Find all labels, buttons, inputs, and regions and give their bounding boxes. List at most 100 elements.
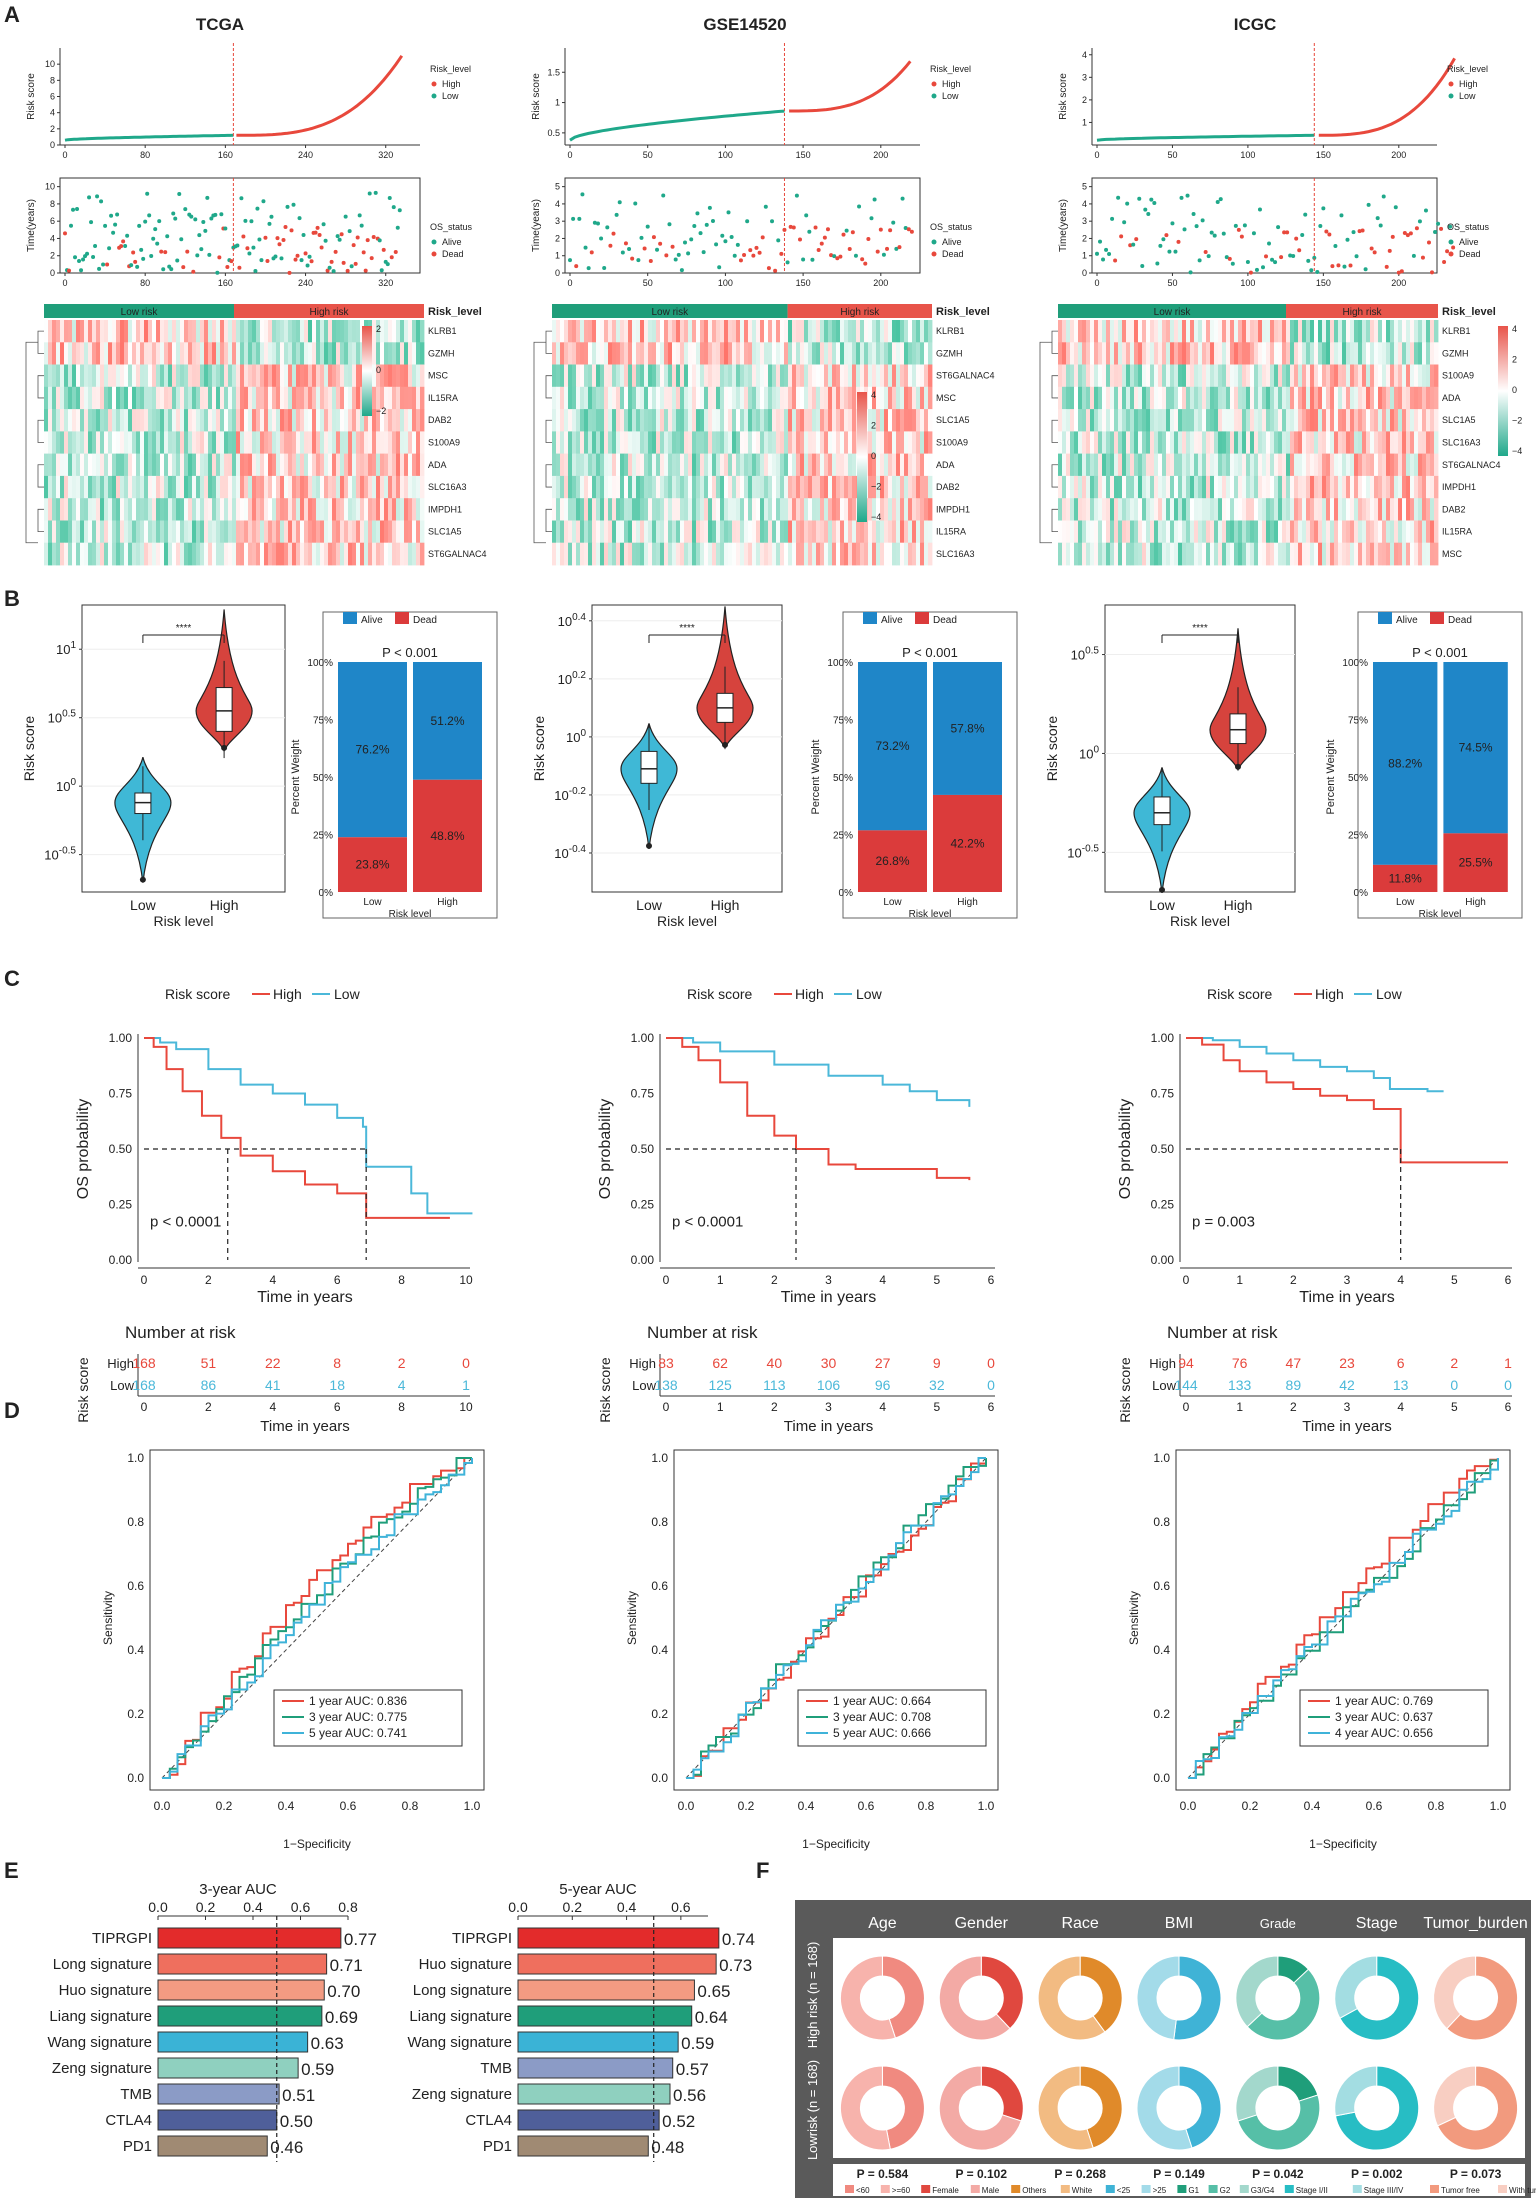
heat-cell xyxy=(116,475,121,499)
heat-cell xyxy=(1330,542,1335,566)
heat-cell xyxy=(772,364,777,388)
heat-cell xyxy=(192,453,197,477)
heat-cell xyxy=(1134,320,1139,343)
heat-cell xyxy=(1122,386,1127,410)
heat-cell xyxy=(860,342,865,365)
heat-cell xyxy=(328,364,333,388)
heat-cell xyxy=(220,431,225,455)
heat-cell xyxy=(916,364,921,388)
heat-cell xyxy=(220,453,225,477)
legend-label: Alive xyxy=(442,237,462,247)
value-label: 0.46 xyxy=(270,2138,303,2157)
risk-count-high: 23 xyxy=(1339,1355,1355,1371)
x-tick-label: 0.6 xyxy=(340,1799,357,1813)
point-dead xyxy=(1164,233,1169,238)
heat-cell xyxy=(652,520,657,544)
heat-cell xyxy=(420,342,425,365)
point-alive xyxy=(1194,224,1199,229)
heat-cell xyxy=(740,409,745,432)
heat-cell xyxy=(1078,342,1083,365)
heat-cell xyxy=(92,386,97,410)
heat-cell xyxy=(1298,520,1303,544)
value-label: 0.52 xyxy=(662,2112,695,2131)
heat-cell xyxy=(1122,498,1127,521)
heat-cell xyxy=(200,542,205,566)
outlier xyxy=(722,741,728,748)
risk-count-low: 86 xyxy=(201,1377,217,1393)
heat-cell xyxy=(1158,364,1163,388)
heat-cell xyxy=(1242,320,1247,343)
heat-cell xyxy=(1282,498,1287,521)
heat-cell xyxy=(376,320,381,343)
heat-cell xyxy=(704,520,709,544)
heat-cell xyxy=(812,320,817,343)
risk-count-high: 94 xyxy=(1178,1355,1194,1371)
heat-cell xyxy=(780,475,785,499)
category-label: Huo signature xyxy=(419,1956,512,1973)
y-tick-label: 0.4 xyxy=(127,1643,144,1657)
legend-label: Dead xyxy=(942,249,964,259)
heat-cell xyxy=(112,320,117,343)
heat-cell xyxy=(1062,409,1067,432)
heat-cell xyxy=(1238,542,1243,566)
point-alive xyxy=(213,212,218,217)
heat-cell xyxy=(1242,342,1247,365)
heat-cell xyxy=(564,431,569,455)
point-dead xyxy=(757,250,762,255)
heat-cell xyxy=(148,520,153,544)
heat-cell xyxy=(916,342,921,365)
heat-cell xyxy=(1298,475,1303,499)
heat-cell xyxy=(660,431,665,455)
heat-cell xyxy=(852,342,857,365)
heat-cell xyxy=(1294,409,1299,432)
heat-cell xyxy=(716,409,721,432)
heat-cell xyxy=(640,364,645,388)
heat-cell xyxy=(588,431,593,455)
point-alive xyxy=(602,266,607,271)
heat-cell xyxy=(204,342,209,365)
heat-cell xyxy=(924,386,929,410)
heat-cell xyxy=(1138,409,1143,432)
heat-cell xyxy=(1110,498,1115,521)
heat-cell xyxy=(180,342,185,365)
legend-label: High xyxy=(1315,986,1344,1002)
heat-cell xyxy=(1402,386,1407,410)
point-alive xyxy=(1276,225,1281,230)
heat-cell xyxy=(1418,364,1423,388)
heat-cell xyxy=(664,431,669,455)
heat-cell xyxy=(1346,431,1351,455)
heat-cell xyxy=(1430,364,1435,388)
heat-cell xyxy=(896,386,901,410)
point-dead xyxy=(630,256,635,261)
heat-cell xyxy=(696,520,701,544)
group-label: Low risk xyxy=(1154,307,1192,318)
heat-cell xyxy=(1430,498,1435,521)
heat-cell xyxy=(872,386,877,410)
heat-cell xyxy=(780,364,785,388)
heat-cell xyxy=(1282,386,1287,410)
x-tick-label: 100 xyxy=(718,278,733,288)
point-alive xyxy=(804,213,809,218)
p-value: P < 0.001 xyxy=(902,645,958,660)
donut-slice xyxy=(938,2065,1022,2151)
heat-cell xyxy=(336,498,341,521)
legend-label: Low xyxy=(856,986,883,1002)
heat-cell xyxy=(136,542,141,566)
heat-cell xyxy=(52,542,57,566)
point-alive xyxy=(1212,233,1217,238)
heat-cell xyxy=(1410,475,1415,499)
y-tick-label: 0.8 xyxy=(651,1515,668,1529)
heat-cell xyxy=(212,386,217,410)
heat-cell xyxy=(704,364,709,388)
value-label: 0.48 xyxy=(651,2138,684,2157)
color-key-tick: −2 xyxy=(376,406,386,416)
risk-row-label: Low xyxy=(1152,1378,1176,1393)
point-alive xyxy=(689,237,694,242)
category-label: CTLA4 xyxy=(105,2112,152,2129)
heat-cell xyxy=(228,320,233,343)
heat-cell xyxy=(876,475,881,499)
legend-dot-high xyxy=(431,81,437,87)
heat-cell xyxy=(416,498,421,521)
heat-cell xyxy=(1374,342,1379,365)
heat-cell xyxy=(608,542,613,566)
